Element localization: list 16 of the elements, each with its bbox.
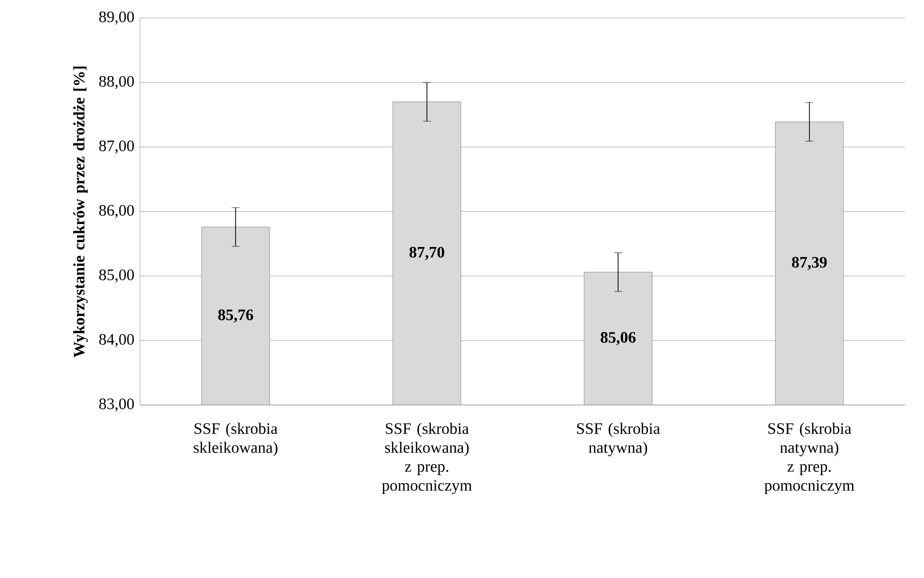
- y-tick-label: 88,00: [99, 76, 134, 90]
- x-tick-label: SSF (skrobia skleikowana): [194, 422, 278, 456]
- y-tick-label: 83,00: [99, 398, 134, 412]
- y-tick-label: 84,00: [99, 334, 134, 348]
- x-tick-label: SSF (skrobia natywna) z prep. pomocniczym: [764, 422, 854, 494]
- y-tick-label: 89,00: [99, 11, 134, 25]
- y-tick-label: 85,00: [99, 269, 134, 283]
- y-axis-title: Wykorzystanie cukrów przez drożdże [%]: [73, 66, 88, 358]
- data-label: 85,76: [218, 309, 254, 323]
- y-tick-label: 86,00: [99, 204, 134, 218]
- y-tick-label: 87,00: [99, 140, 134, 154]
- x-tick-label: SSF (skrobia natywna): [577, 422, 660, 456]
- data-label: 85,06: [600, 332, 636, 346]
- data-label: 87,70: [409, 246, 444, 260]
- x-tick-label: SSF (skrobia skleikowana) z prep. pomocniczym: [382, 422, 472, 494]
- data-label: 87,39: [792, 256, 827, 270]
